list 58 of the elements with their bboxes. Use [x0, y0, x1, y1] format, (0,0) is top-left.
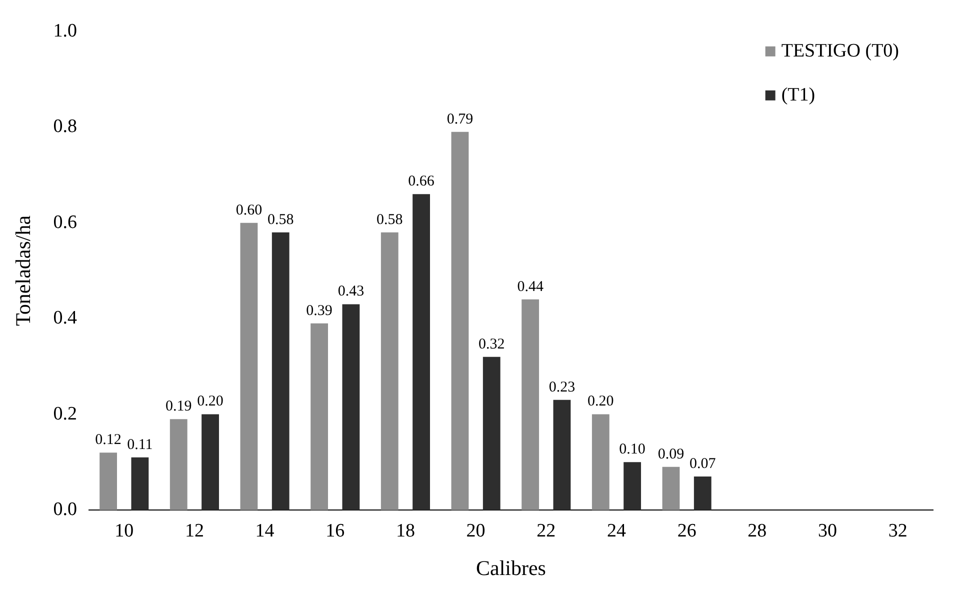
y-tick-label: 0.8 — [53, 116, 77, 138]
data-label: 0.79 — [446, 111, 474, 128]
x-tick-label: 18 — [396, 520, 415, 542]
x-tick-label: 22 — [536, 520, 556, 542]
legend-label: (T1) — [781, 84, 816, 106]
bar — [482, 356, 500, 510]
data-label: 0.10 — [619, 442, 646, 458]
x-tick-label: 24 — [606, 520, 626, 542]
bar — [662, 466, 680, 510]
x-tick-label: 30 — [818, 520, 837, 542]
bar — [100, 452, 117, 510]
data-label: 0.12 — [95, 432, 122, 448]
data-label: 0.23 — [548, 379, 576, 396]
bar — [342, 304, 360, 510]
x-tick-label: 10 — [114, 520, 134, 542]
data-label: 0.07 — [690, 456, 716, 472]
data-label: 0.60 — [236, 202, 262, 218]
bar — [522, 299, 540, 510]
y-tick-label: 1.0 — [53, 20, 77, 42]
data-label: 0.58 — [267, 212, 294, 228]
x-tick-label: 32 — [888, 520, 908, 542]
bar — [272, 232, 290, 510]
x-tick-label: 14 — [255, 520, 275, 542]
bar — [170, 419, 188, 510]
bar — [131, 457, 149, 510]
bar — [451, 132, 469, 510]
y-tick-label: 0.6 — [53, 212, 77, 233]
x-tick-label: 20 — [466, 520, 486, 542]
bar — [380, 232, 398, 510]
x-tick-label: 28 — [748, 520, 767, 542]
bar — [202, 414, 219, 510]
data-label: 0.58 — [376, 212, 403, 228]
data-label: 0.09 — [658, 446, 684, 462]
x-tick-label: 26 — [677, 520, 696, 542]
data-label: 0.11 — [127, 436, 153, 453]
data-label: 0.66 — [408, 174, 435, 190]
bar — [240, 222, 258, 510]
bar — [412, 194, 430, 510]
y-tick-label: 0.0 — [53, 498, 77, 520]
data-label: 0.32 — [478, 336, 505, 352]
bar — [694, 476, 712, 510]
bar — [310, 323, 328, 510]
legend-label: TESTIGO (T0) — [781, 40, 900, 62]
data-label: 0.20 — [197, 394, 224, 410]
x-axis-title: Calibres — [476, 556, 546, 580]
data-label: 0.43 — [338, 284, 364, 300]
data-label: 0.44 — [517, 278, 544, 295]
data-label: 0.39 — [306, 302, 332, 319]
y-axis-title: Toneladas/ha — [11, 214, 36, 326]
bar — [592, 414, 610, 510]
y-tick-label: 0.4 — [53, 308, 78, 329]
bar — [553, 400, 571, 510]
data-label: 0.19 — [166, 398, 192, 415]
data-label: 0.20 — [588, 394, 614, 410]
x-tick-label: 16 — [326, 520, 345, 542]
x-tick-label: 12 — [184, 520, 204, 542]
bar — [624, 462, 642, 510]
y-tick-label: 0.2 — [53, 403, 77, 424]
